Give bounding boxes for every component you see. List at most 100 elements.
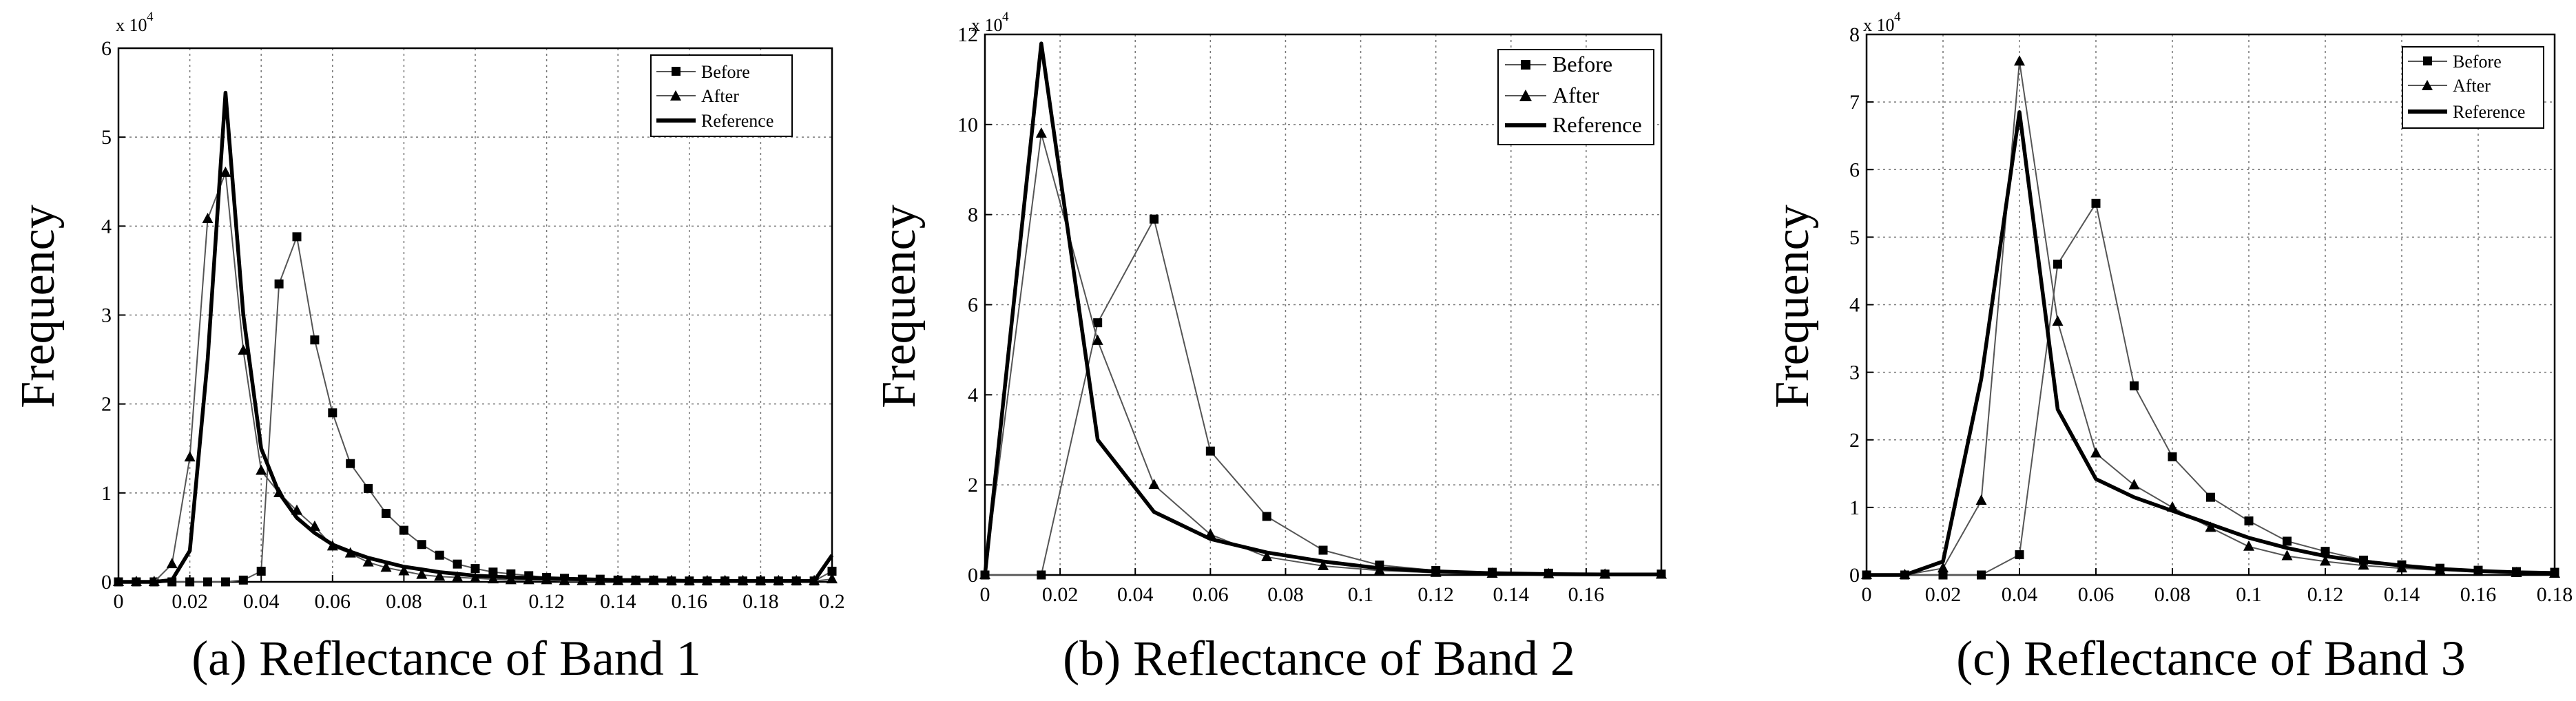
data-point-before (2244, 516, 2254, 525)
legend-label-reference: Reference (2453, 102, 2525, 122)
data-point-after (238, 344, 249, 355)
legend-marker-square (672, 67, 681, 76)
x-tick-label: 0.12 (1417, 583, 1454, 606)
data-point-before (328, 408, 337, 418)
series-line-reference (118, 90, 834, 584)
x-tick-label: 0.08 (2154, 583, 2191, 606)
legend-a: Before After Reference (650, 54, 793, 137)
exponent-power: 4 (1002, 10, 1009, 24)
y-tick-label: 12 (957, 23, 978, 46)
y-tick-label: 4 (101, 215, 112, 238)
y-tick-label: 0 (1849, 564, 1860, 587)
plot-frame (1865, 33, 2556, 576)
legend-label-before: Before (1552, 52, 1612, 76)
x-tick-label: 0.04 (2002, 583, 2038, 606)
data-point-after (1035, 127, 1047, 138)
plot-area-c: 0 0.02 0.04 0.06 0.08 0.1 0.12 0.14 0.16 0.18 0 1 2 3… (1849, 23, 2573, 606)
data-point-before (399, 525, 408, 535)
x-tick-label: 0.1 (2236, 583, 2262, 606)
x-tick-label: 0.08 (386, 590, 422, 613)
data-point-before (2283, 536, 2292, 546)
data-point-before (292, 232, 302, 242)
y-tick-label: 0 (968, 564, 978, 587)
y-tick-label: 8 (1849, 23, 1860, 46)
x-tick-label: 0.14 (1493, 583, 1530, 606)
data-point-after (1938, 562, 1949, 573)
data-point-before (346, 459, 355, 468)
data-point-before (2053, 260, 2062, 269)
legend-label-before: Before (701, 62, 750, 82)
data-point-before (1938, 570, 1948, 580)
panel-a: Frequency x 10 4 0 0.02 0.04 0.06 0.08 0.1 0.1… (12, 10, 845, 686)
data-point-before (1977, 570, 1986, 580)
legend-label-before: Before (2453, 52, 2502, 72)
x-tick-label: 0.2 (819, 590, 845, 613)
y-tick-label: 3 (101, 304, 112, 327)
y-axis-title: Frequency (1766, 205, 1819, 408)
panel-c: Frequency x 10 4 0 0.02 0.04 0.06 0.08 0.1 0.1… (1766, 10, 2573, 686)
y-tick-label: 5 (101, 126, 112, 149)
data-point-before (310, 335, 320, 345)
legend-label-reference: Reference (701, 111, 773, 131)
data-point-after (2052, 315, 2064, 326)
data-point-before (1093, 318, 1103, 328)
data-point-after (2205, 521, 2216, 532)
data-point-after (2014, 55, 2025, 66)
data-point-before (2320, 547, 2330, 556)
data-point-after (2358, 559, 2369, 570)
data-point-after (2128, 479, 2140, 490)
data-point-after (380, 561, 392, 572)
data-point-after (220, 166, 231, 177)
panel-b: Frequency x 10 4 0 0.02 0.04 0.06 0.08 0.1 0.1… (873, 10, 1667, 686)
x-tick-label: 0.08 (1267, 583, 1304, 606)
legend-b: Before After Reference (1497, 49, 1654, 145)
data-point-after (2243, 540, 2254, 551)
data-point-after (1148, 479, 1160, 490)
data-point-after (2320, 555, 2331, 566)
x-tick-label: 0.16 (2460, 583, 2497, 606)
exponent-power: 4 (1894, 10, 1901, 24)
series-line-before (1867, 202, 2555, 576)
y-tick-label: 6 (101, 37, 112, 60)
x-tick-label: 0.06 (315, 590, 351, 613)
x-tick-label: 0.06 (1192, 583, 1229, 606)
y-tick-label: 3 (1849, 362, 1860, 384)
x-tick-label: 0.12 (2307, 583, 2344, 606)
x-tick-label: 0.02 (172, 590, 208, 613)
y-tick-label: 6 (1849, 158, 1860, 181)
data-point-before (1150, 214, 1159, 224)
y-tick-label: 1 (1849, 496, 1860, 519)
exponent-power: 4 (147, 10, 154, 24)
y-tick-label: 10 (957, 114, 978, 136)
x-tick-label: 0.14 (2384, 583, 2420, 606)
y-tick-label: 5 (1849, 226, 1860, 249)
x-tick-label: 0.02 (1042, 583, 1079, 606)
y-tick-label: 2 (968, 474, 978, 496)
data-point-after (827, 573, 838, 584)
legend-label-after: After (2453, 76, 2491, 96)
legend-label-after: After (701, 86, 739, 106)
legend-marker-triangle (2422, 80, 2433, 90)
legend-marker-triangle (670, 90, 681, 101)
series-line-reference (1867, 110, 2555, 577)
series-line-before (118, 236, 833, 583)
data-point-before (382, 509, 391, 519)
data-point-after (434, 570, 446, 581)
data-point-before (1262, 512, 1271, 521)
exponent-label: x 10 (971, 15, 1003, 35)
x-tick-label: 0.02 (1925, 583, 1962, 606)
data-point-after (452, 571, 464, 582)
chart-caption: (b) Reflectance of Band 2 (1063, 631, 1575, 686)
plot-frame (984, 33, 1663, 576)
data-point-before (453, 559, 462, 569)
data-point-before (364, 483, 373, 493)
legend-marker-triangle (1519, 90, 1532, 101)
data-point-after (398, 565, 410, 576)
x-tick-label: 0.1 (1348, 583, 1374, 606)
legend-marker-square (2423, 56, 2432, 65)
data-point-before (220, 577, 230, 587)
data-point-after (1975, 494, 1987, 505)
y-tick-label: 7 (1849, 91, 1860, 114)
x-tick-label: 0.16 (1568, 583, 1605, 606)
y-axis-title: Frequency (873, 205, 926, 408)
